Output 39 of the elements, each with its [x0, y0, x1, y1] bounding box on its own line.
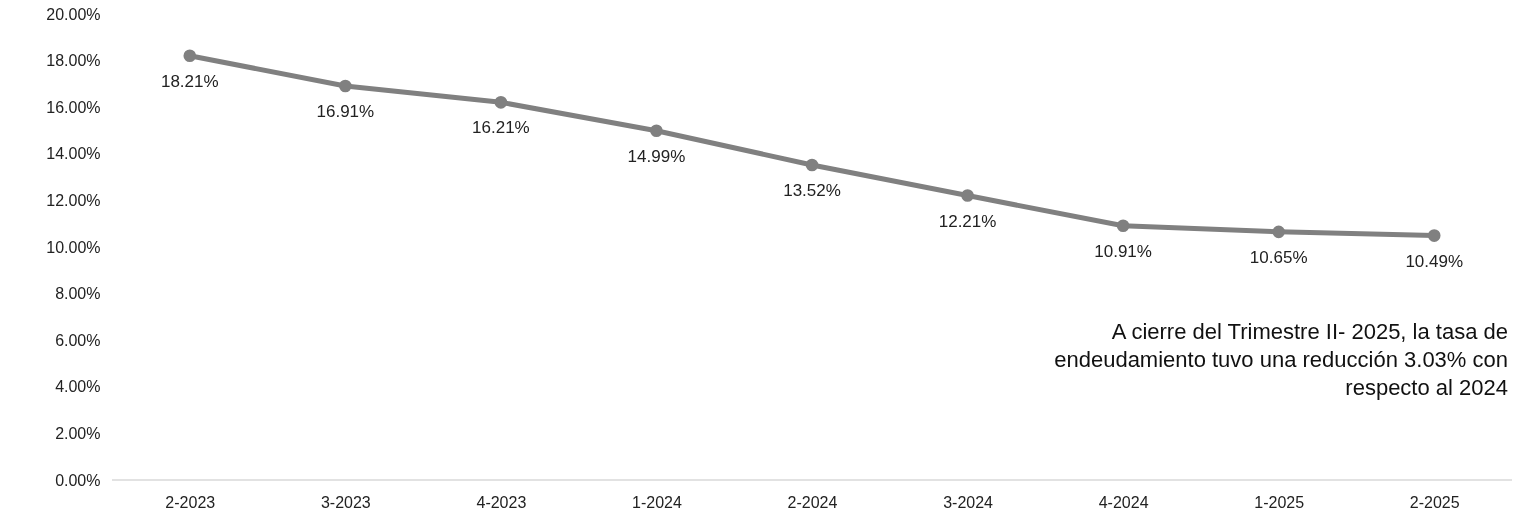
y-tick-label: 10.00%	[46, 238, 101, 256]
text: 14.99%	[627, 146, 686, 166]
x-tick-label: 3-2024	[943, 493, 994, 511]
point	[805, 158, 819, 172]
text: 12.21%	[938, 211, 997, 231]
point	[1116, 219, 1130, 233]
point	[339, 79, 352, 93]
x-tick-label: 3-2023	[320, 493, 371, 511]
point	[961, 189, 974, 202]
text: 16.21%	[472, 118, 530, 138]
point	[1272, 225, 1285, 239]
y-tick-label: 0.00%	[55, 471, 101, 489]
point	[1427, 229, 1441, 242]
point	[650, 124, 663, 138]
point	[494, 95, 508, 109]
text: 10.65%	[1249, 247, 1308, 267]
text: 10.49%	[1405, 251, 1464, 271]
text: 13.52%	[783, 180, 841, 200]
x-tick-label: 4-2024	[1098, 493, 1149, 511]
y-tick-label: 14.00%	[46, 145, 101, 163]
y-tick-label: 6.00%	[55, 331, 101, 349]
y-tick-label: 16.00%	[46, 98, 101, 116]
y-tick-label: 12.00%	[46, 191, 101, 209]
x-tick-label: 2-2025	[1409, 493, 1460, 511]
text: 16.91%	[316, 102, 375, 121]
x-tick-label: 1-2024	[632, 493, 682, 511]
annotation: A cierre del Trimestre II- 2025, la tasa de endeudamiento tuvo una reducción 3.03% con respecto al 2024	[1054, 318, 1508, 400]
text: 10.91%	[1094, 241, 1152, 261]
x-tick-label: 4-2023	[476, 493, 527, 511]
text: 18.21%	[160, 71, 219, 91]
y-tick-label: 20.00%	[46, 5, 101, 23]
point	[183, 49, 197, 63]
y-tick-label: 8.00%	[55, 285, 101, 303]
x-tick-label: 2-2023	[165, 493, 216, 511]
y-tick-label: 2.00%	[55, 424, 101, 442]
y-tick-label: 18.00%	[46, 52, 101, 70]
y-tick-label: 4.00%	[55, 378, 101, 396]
x-tick-label: 1-2025	[1254, 493, 1305, 511]
x-tick-label: 2-2024	[787, 493, 838, 511]
